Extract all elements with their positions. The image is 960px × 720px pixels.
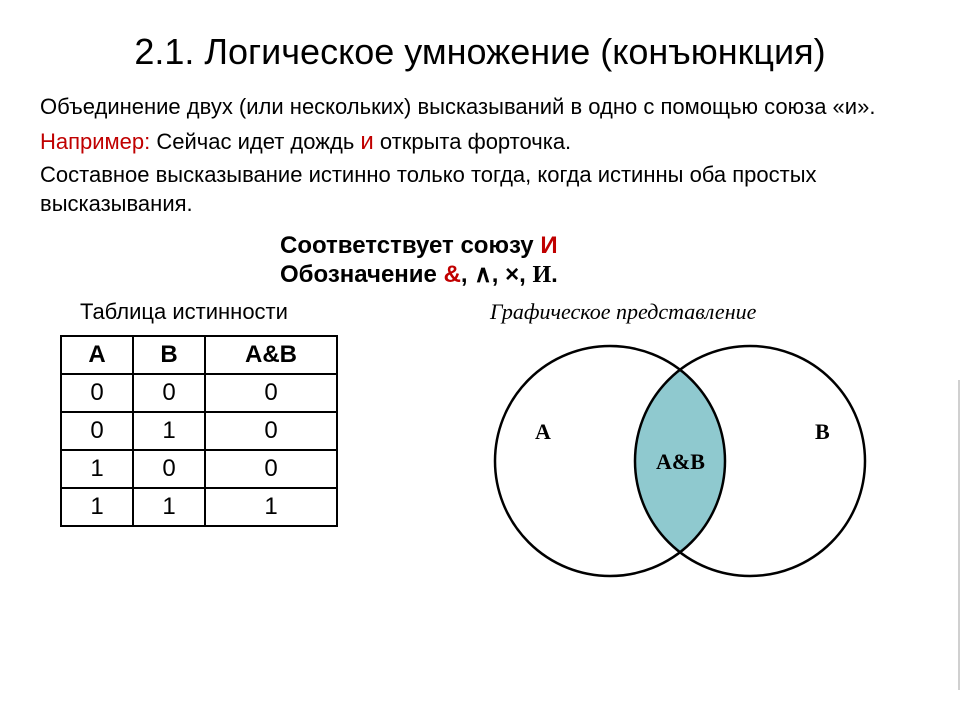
cell: 0 [133, 374, 205, 412]
cell: 1 [133, 412, 205, 450]
cell: 1 [133, 488, 205, 526]
table-row: 0 0 0 [61, 374, 337, 412]
slide-title: 2.1. Логическое умножение (конъюнкция) [40, 30, 920, 73]
example-text-1: Сейчас идет дождь [150, 129, 360, 154]
paragraph-1: Объединение двух (или нескольких) высказ… [40, 93, 920, 122]
notation-dot: . [551, 261, 558, 288]
cell: 0 [205, 374, 337, 412]
notation-symbols: , ∧, ×, [461, 261, 533, 288]
venn-diagram: A B A&B [450, 331, 890, 591]
notation-line: Обозначение &, ∧, ×, И. [280, 260, 920, 289]
example-line: Например: Сейчас идет дождь и открыта фо… [40, 126, 920, 157]
venn-label-a: A [535, 419, 551, 444]
cell: 1 [61, 450, 133, 488]
truth-table-caption: Таблица истинности [80, 299, 400, 325]
corresponds-line: Соответствует союзу И [280, 232, 920, 260]
cell: 0 [61, 374, 133, 412]
table-row: 0 1 0 [61, 412, 337, 450]
th-ab: A&B [205, 336, 337, 374]
cell: 0 [61, 412, 133, 450]
truth-table: A B A&B 0 0 0 0 1 0 [60, 335, 338, 527]
corresponds-text: Соответствует союзу [280, 232, 540, 259]
th-b: B [133, 336, 205, 374]
cell: 0 [205, 450, 337, 488]
venn-caption: Графическое представление [490, 299, 920, 325]
table-row: 1 1 1 [61, 488, 337, 526]
venn-label-b: B [815, 419, 830, 444]
example-label: Например: [40, 129, 150, 154]
cell: 1 [205, 488, 337, 526]
example-conjunction: и [360, 128, 373, 155]
paragraph-2: Составное высказывание истинно только то… [40, 161, 920, 218]
notation-i: И [533, 262, 552, 288]
notation-block: Соответствует союзу И Обозначение &, ∧, … [280, 232, 920, 289]
cell: 0 [133, 450, 205, 488]
table-row: 1 0 0 [61, 450, 337, 488]
th-a: A [61, 336, 133, 374]
corresponds-i: И [540, 232, 557, 259]
venn-label-ab: A&B [656, 449, 705, 474]
example-text-2: открыта форточка. [374, 129, 571, 154]
cell: 1 [61, 488, 133, 526]
notation-label: Обозначение [280, 261, 444, 288]
cell: 0 [205, 412, 337, 450]
notation-amp: & [444, 261, 461, 288]
